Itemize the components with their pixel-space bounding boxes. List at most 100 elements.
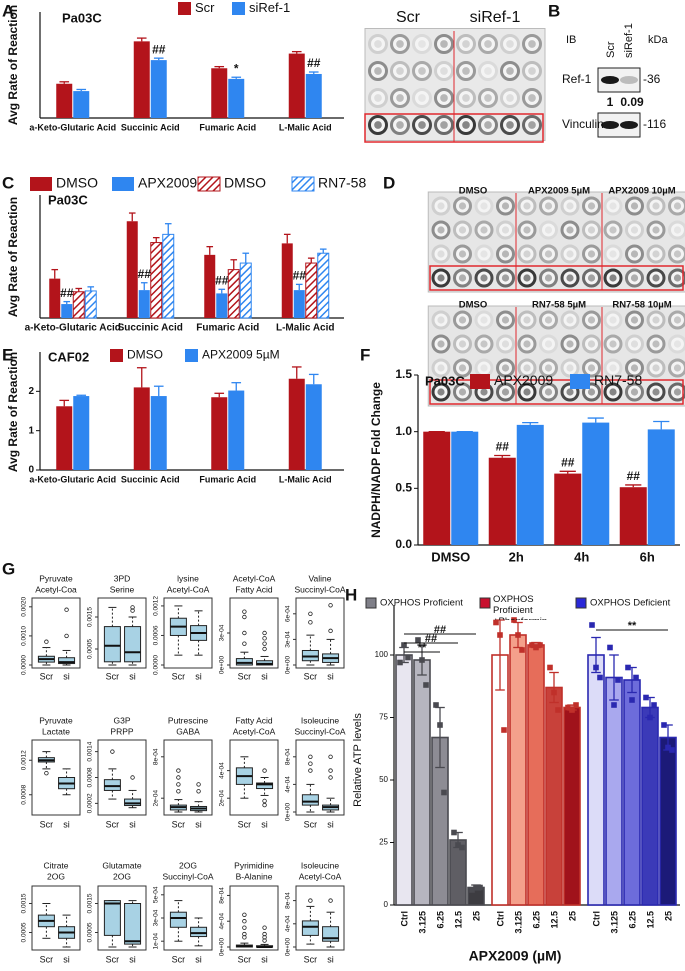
panel-letter: C [2, 173, 14, 192]
blot-band [601, 121, 619, 129]
bar [619, 487, 647, 545]
y-tick-label: 1.5 [395, 367, 412, 381]
bar [395, 654, 413, 906]
bar [305, 384, 322, 470]
y-tick-label: 2e-04 [153, 790, 160, 807]
y-tick-label: 50 [379, 775, 388, 784]
significance-label: ## [561, 456, 575, 470]
well-core [587, 364, 596, 372]
well-core [566, 202, 574, 210]
well-core [609, 316, 617, 324]
chart-title: Acetyl-CoA [233, 573, 276, 583]
blot-label: IB [566, 34, 576, 46]
well-core [501, 316, 510, 324]
well-core [458, 388, 467, 396]
bar [150, 60, 167, 118]
outlier [308, 754, 313, 759]
mw-label: -36 [643, 72, 661, 86]
x-tick-label: si [63, 671, 70, 681]
chart-title: Pyruvate [39, 715, 73, 725]
chart-title: 2OG [179, 860, 197, 870]
bar [84, 290, 97, 319]
well-core [458, 226, 467, 234]
chart-title: Fatty Acid [235, 584, 273, 594]
y-tick-label: 0.0000 [153, 655, 160, 675]
well-core [523, 340, 531, 348]
chart-title: Valine [309, 573, 332, 583]
data-point [441, 789, 447, 796]
y-tick-label: 0.0008 [87, 767, 94, 787]
x-tick-label: Scr [238, 819, 252, 829]
bar [451, 431, 479, 545]
outlier [196, 782, 201, 787]
legend-swatch [470, 374, 490, 389]
bar [288, 378, 305, 470]
x-tick-label: Scr [106, 671, 120, 681]
bar [150, 396, 167, 470]
bar [509, 634, 527, 906]
y-axis-label: Avg Rate of Reaction [6, 5, 20, 125]
blot-condition: DMSO [459, 186, 488, 197]
x-tick-label: si [261, 954, 268, 964]
blot-row-label: Vinculin [562, 117, 604, 131]
chart-subtitle: Pa03C [62, 10, 102, 25]
legend-label: RN7-58 [318, 175, 366, 191]
x-tick-label: 12.5 [549, 911, 559, 929]
bar [61, 304, 73, 318]
well-core [609, 364, 617, 372]
bar [211, 397, 228, 470]
x-tick-label: 2h [509, 549, 524, 564]
x-tick-label: si [195, 819, 202, 829]
legend-swatch [110, 349, 123, 362]
chart-title: G3P [113, 715, 130, 725]
y-tick-label: 3e-04 [153, 909, 160, 926]
significance-label: ## [138, 267, 152, 281]
outlier [308, 761, 313, 766]
chart-title: Acetyl-CoA [299, 871, 342, 881]
data-point [437, 722, 443, 728]
chart-title: Lactate [42, 726, 70, 736]
y-tick-label: 3e-04 [285, 631, 292, 648]
data-point [455, 842, 461, 848]
box [124, 903, 142, 945]
x-axis-label: APX2009 (µM) [469, 948, 562, 964]
legend-swatch [185, 349, 198, 362]
y-tick-label: 0.0015 [87, 607, 94, 627]
well-core [458, 274, 467, 282]
well-core [440, 121, 448, 129]
data-point [611, 702, 617, 708]
y-tick-label: 0.0005 [87, 922, 94, 942]
data-point [633, 674, 639, 681]
well-core [440, 94, 448, 102]
well-core [437, 226, 445, 234]
well-core [437, 316, 445, 324]
legend-swatch [178, 2, 191, 15]
panel-letter: H [345, 585, 357, 604]
x-tick-label: si [261, 819, 268, 829]
well-core [396, 67, 404, 75]
data-point [607, 644, 613, 651]
legend-swatch [197, 176, 221, 192]
well-core [506, 40, 514, 48]
data-point [537, 642, 543, 648]
well-core [544, 388, 553, 396]
bar [582, 422, 610, 545]
well-core [458, 202, 467, 210]
well-core [440, 67, 448, 75]
x-tick-label: 6.25 [531, 911, 541, 929]
x-tick-label: 12.5 [645, 911, 655, 929]
well-core [374, 94, 382, 102]
y-tick-label: 8e-04 [219, 887, 226, 904]
x-tick-label: si [63, 954, 70, 964]
data-point [397, 659, 403, 666]
well-core [396, 40, 404, 48]
data-point [519, 647, 525, 653]
outlier [176, 789, 181, 794]
well-core [506, 67, 514, 75]
well-core [437, 388, 445, 396]
bar [56, 83, 73, 118]
panel-letter: E [2, 345, 13, 364]
well-core [374, 67, 382, 75]
bar [605, 676, 623, 906]
